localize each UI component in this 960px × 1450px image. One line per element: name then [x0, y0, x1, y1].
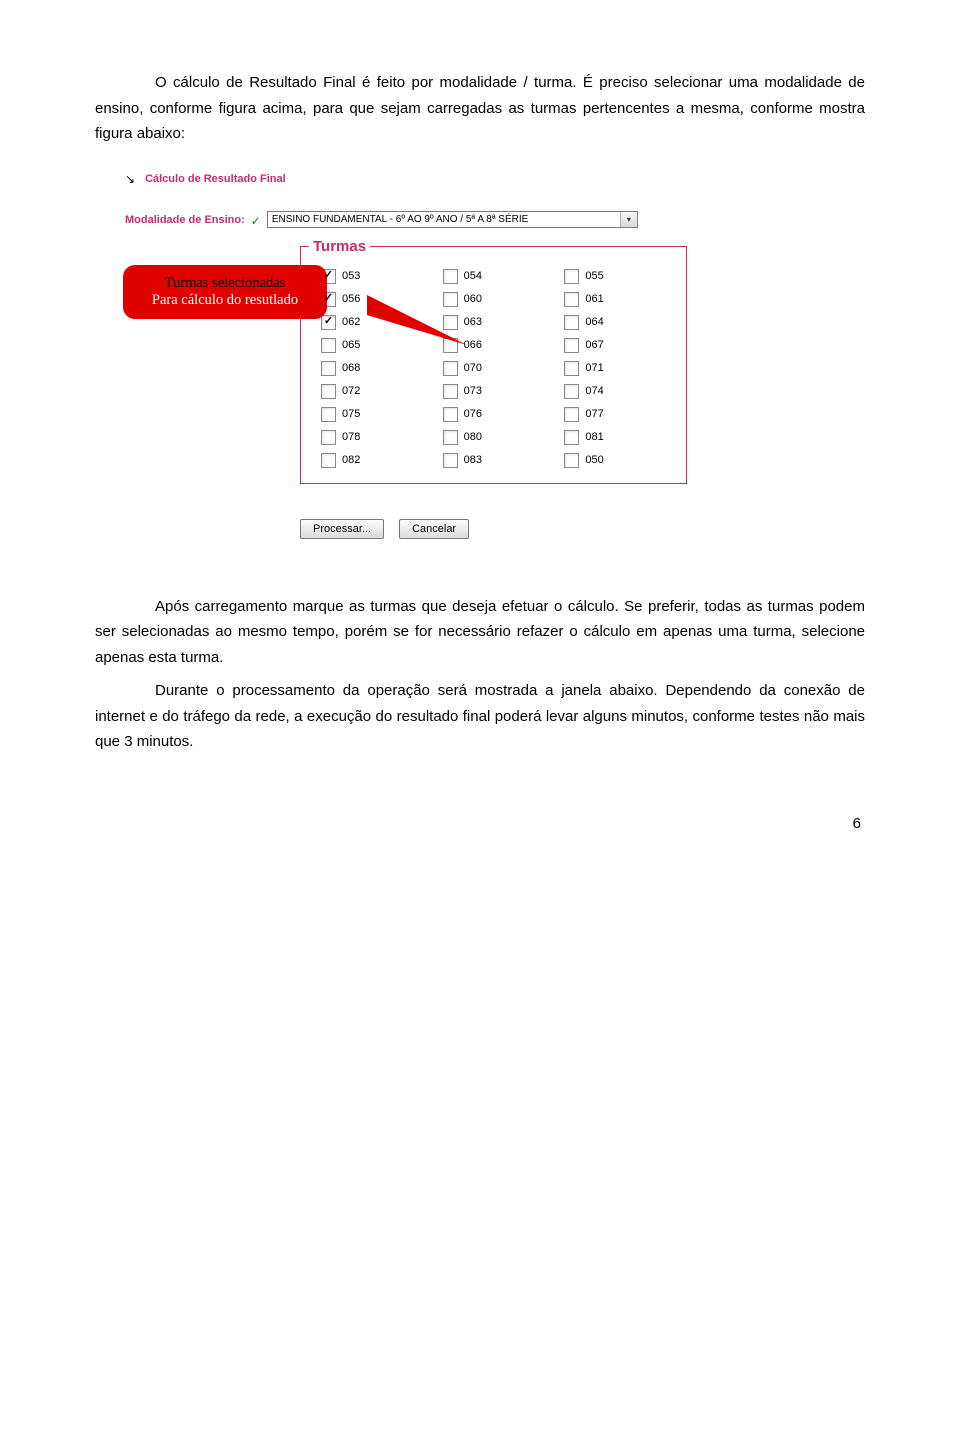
turma-label: 054 — [464, 270, 482, 282]
checkbox-icon — [564, 269, 579, 284]
turma-checkbox[interactable]: 050 — [564, 453, 686, 468]
after-paragraph-1: Após carregamento marque as turmas que d… — [95, 594, 865, 671]
turma-label: 061 — [585, 293, 603, 305]
turma-label: 082 — [342, 454, 360, 466]
intro-paragraph: O cálculo de Resultado Final é feito por… — [95, 70, 865, 147]
turma-label: 073 — [464, 385, 482, 397]
turma-label: 077 — [585, 408, 603, 420]
turma-checkbox[interactable]: 071 — [564, 361, 686, 376]
turma-checkbox[interactable]: 072 — [321, 384, 443, 399]
turma-label: 055 — [585, 270, 603, 282]
screenshot-region: ↘ Cálculo de Resultado Final Modalidade … — [125, 172, 865, 539]
checkbox-icon — [564, 430, 579, 445]
checkbox-icon — [564, 315, 579, 330]
checkbox-icon — [321, 338, 336, 353]
checkbox-icon — [443, 269, 458, 284]
turma-label: 075 — [342, 408, 360, 420]
cancel-button[interactable]: Cancelar — [399, 519, 469, 539]
turma-checkbox[interactable]: 067 — [564, 338, 686, 353]
checkbox-icon — [443, 430, 458, 445]
checkbox-icon — [443, 384, 458, 399]
turma-checkbox[interactable]: 081 — [564, 430, 686, 445]
turma-label: 072 — [342, 385, 360, 397]
turma-label: 050 — [585, 454, 603, 466]
turma-label: 074 — [585, 385, 603, 397]
turma-label: 081 — [585, 431, 603, 443]
turma-label: 071 — [585, 362, 603, 374]
turma-checkbox[interactable]: 077 — [564, 407, 686, 422]
turma-label: 062 — [342, 316, 360, 328]
breadcrumb-title: Cálculo de Resultado Final — [145, 173, 286, 185]
turma-label: 067 — [585, 339, 603, 351]
checkbox-icon — [321, 384, 336, 399]
turma-checkbox[interactable]: 064 — [564, 315, 686, 330]
turma-checkbox[interactable]: 082 — [321, 453, 443, 468]
checkbox-icon — [564, 361, 579, 376]
turma-checkbox[interactable]: 076 — [443, 407, 565, 422]
button-row: Processar... Cancelar — [300, 519, 865, 539]
checkbox-icon — [321, 361, 336, 376]
checkbox-icon — [443, 361, 458, 376]
modalidade-select-value: ENSINO FUNDAMENTAL - 6º AO 9º ANO / 5ª A… — [272, 214, 528, 225]
turma-label: 056 — [342, 293, 360, 305]
check-icon: ✓ — [251, 211, 261, 228]
turma-label: 070 — [464, 362, 482, 374]
breadcrumb: ↘ Cálculo de Resultado Final — [125, 172, 865, 186]
checkbox-icon — [564, 453, 579, 468]
turmas-legend: Turmas — [309, 238, 370, 255]
chevron-down-icon: ▾ — [620, 212, 637, 227]
callout-line1: Turmas selecionadas — [135, 275, 315, 292]
callout-bubble: Turmas selecionadas Para cálculo do resu… — [123, 265, 327, 319]
turma-checkbox[interactable]: 054 — [443, 269, 565, 284]
checkbox-icon: ✓ — [321, 315, 336, 330]
turma-checkbox[interactable]: 055 — [564, 269, 686, 284]
turma-checkbox[interactable]: 078 — [321, 430, 443, 445]
checkbox-icon — [443, 453, 458, 468]
turma-checkbox[interactable]: 068 — [321, 361, 443, 376]
callout-line2: Para cálculo do resutlado — [135, 292, 315, 309]
process-button[interactable]: Processar... — [300, 519, 384, 539]
modalidade-row: Modalidade de Ensino: ✓ ENSINO FUNDAMENT… — [125, 211, 865, 228]
turma-label: 065 — [342, 339, 360, 351]
turma-checkbox[interactable]: 061 — [564, 292, 686, 307]
turmas-fieldset: Turmas Turmas selecionadas Para cálculo … — [300, 238, 687, 484]
checkbox-icon — [321, 407, 336, 422]
turma-label: 064 — [585, 316, 603, 328]
turma-checkbox[interactable]: 083 — [443, 453, 565, 468]
turma-checkbox[interactable]: 073 — [443, 384, 565, 399]
modalidade-select[interactable]: ENSINO FUNDAMENTAL - 6º AO 9º ANO / 5ª A… — [267, 211, 638, 228]
turma-checkbox[interactable]: 070 — [443, 361, 565, 376]
turma-checkbox[interactable]: 080 — [443, 430, 565, 445]
checkbox-icon — [564, 292, 579, 307]
turma-checkbox[interactable]: 074 — [564, 384, 686, 399]
turma-label: 080 — [464, 431, 482, 443]
breadcrumb-arrow-icon: ↘ — [125, 172, 135, 186]
checkbox-icon — [321, 453, 336, 468]
turmas-grid: ✓053054055✓056060061✓0620630640650660670… — [301, 265, 686, 468]
checkbox-icon — [564, 338, 579, 353]
checkbox-icon — [564, 407, 579, 422]
checkbox-icon — [321, 430, 336, 445]
turma-label: 053 — [342, 270, 360, 282]
turma-label: 078 — [342, 431, 360, 443]
turma-label: 068 — [342, 362, 360, 374]
modalidade-label: Modalidade de Ensino: — [125, 211, 245, 226]
checkbox-icon — [443, 407, 458, 422]
turma-checkbox[interactable]: ✓053 — [321, 269, 443, 284]
turma-checkbox[interactable]: 075 — [321, 407, 443, 422]
turma-label: 083 — [464, 454, 482, 466]
turma-label: 076 — [464, 408, 482, 420]
after-paragraph-2: Durante o processamento da operação será… — [95, 678, 865, 755]
checkbox-icon — [564, 384, 579, 399]
page-number: 6 — [95, 815, 865, 832]
